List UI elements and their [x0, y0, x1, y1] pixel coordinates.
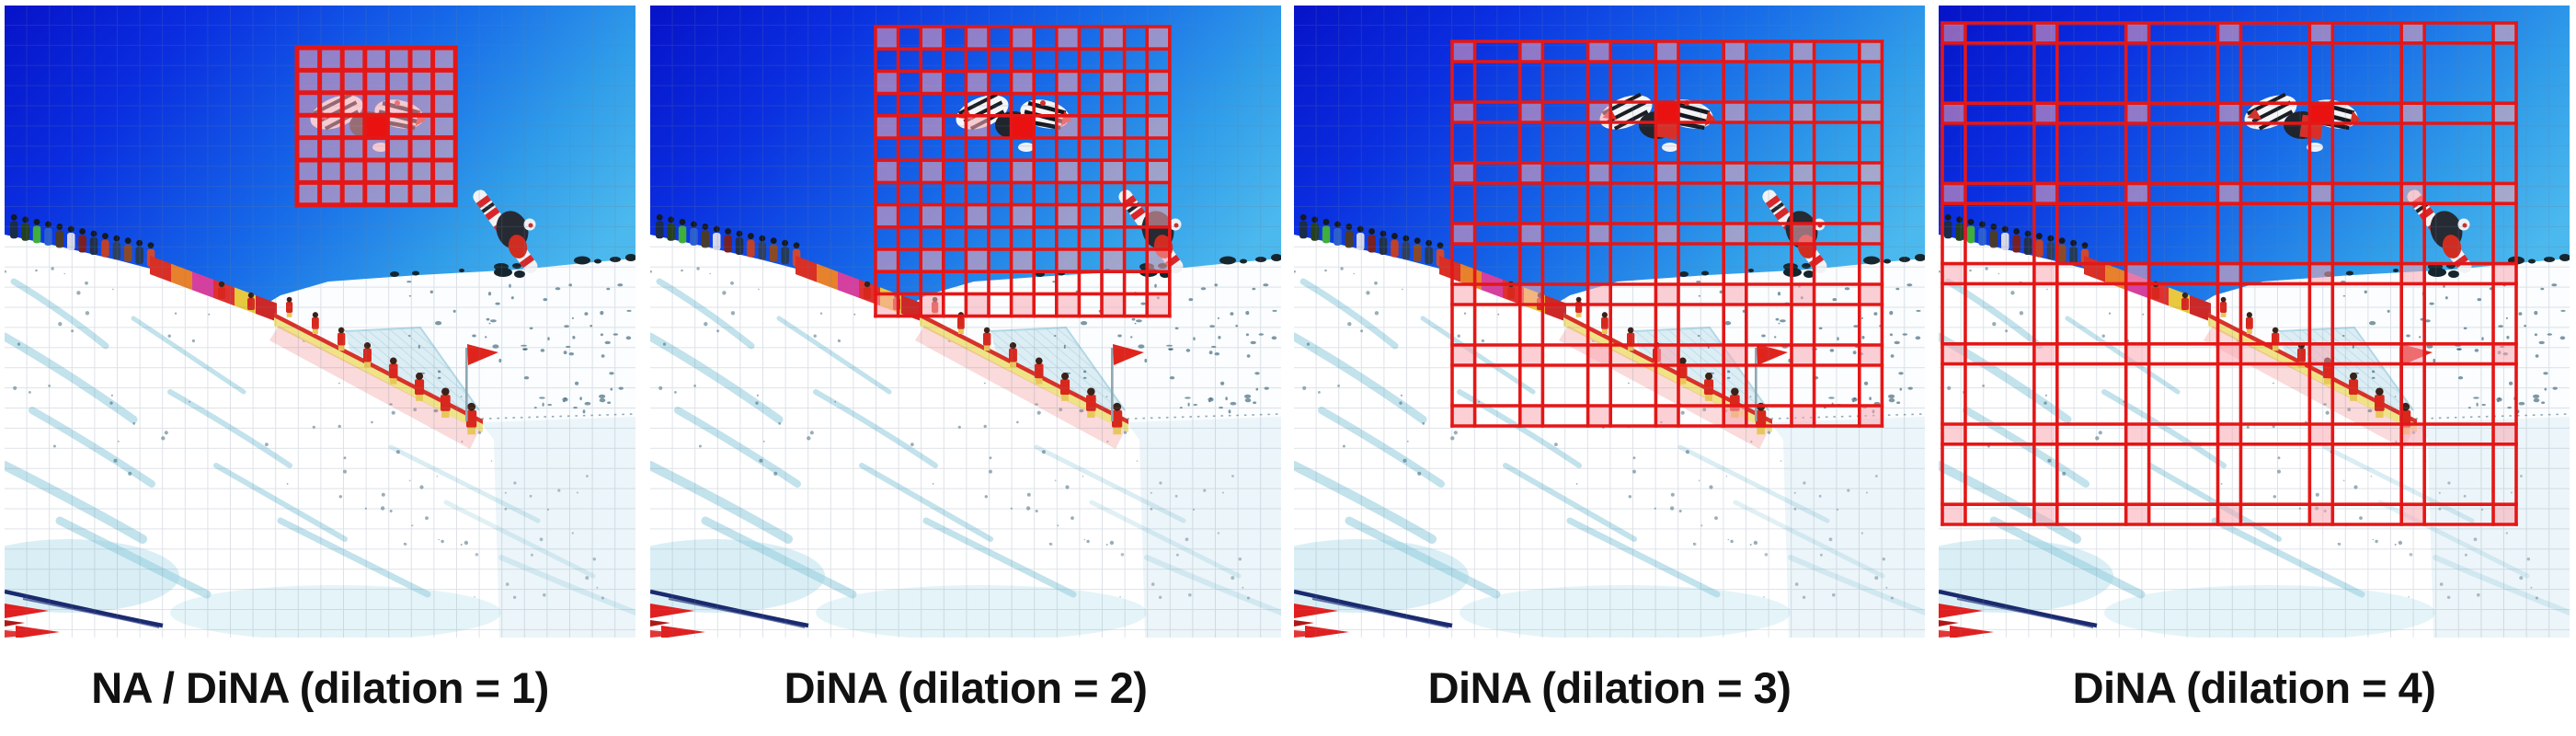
figure-panel-dilation-2: DiNA (dilation = 2): [650, 0, 1282, 736]
panel-caption: DiNA (dilation = 4): [2072, 663, 2436, 712]
snow-scene: [650, 6, 1281, 638]
snow-scene: [1939, 6, 2570, 638]
snow-photo: [5, 6, 635, 638]
figure-panel-dilation-4: DiNA (dilation = 4): [1939, 0, 2570, 736]
snow-photo: [1294, 6, 1925, 638]
snow-scene: [5, 6, 635, 638]
snow-photo: [650, 6, 1281, 638]
figure-panel-dilation-1: NA / DiNA (dilation = 1): [5, 0, 636, 736]
panel-caption: DiNA (dilation = 3): [1427, 663, 1792, 712]
panel-caption: DiNA (dilation = 2): [784, 663, 1148, 712]
figure-panel-dilation-3: DiNA (dilation = 3): [1294, 0, 1926, 736]
panel-caption: NA / DiNA (dilation = 1): [91, 663, 549, 712]
snow-photo: [1939, 6, 2570, 638]
snow-scene: [1294, 6, 1925, 638]
